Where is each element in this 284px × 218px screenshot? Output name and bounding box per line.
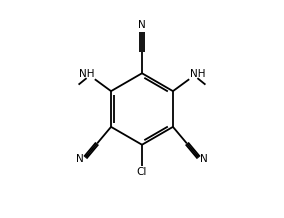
Text: N: N: [200, 154, 208, 164]
Text: N: N: [138, 20, 146, 30]
Text: NH: NH: [190, 69, 205, 78]
Text: N: N: [76, 154, 84, 164]
Text: NH: NH: [79, 69, 94, 78]
Text: Cl: Cl: [137, 167, 147, 177]
